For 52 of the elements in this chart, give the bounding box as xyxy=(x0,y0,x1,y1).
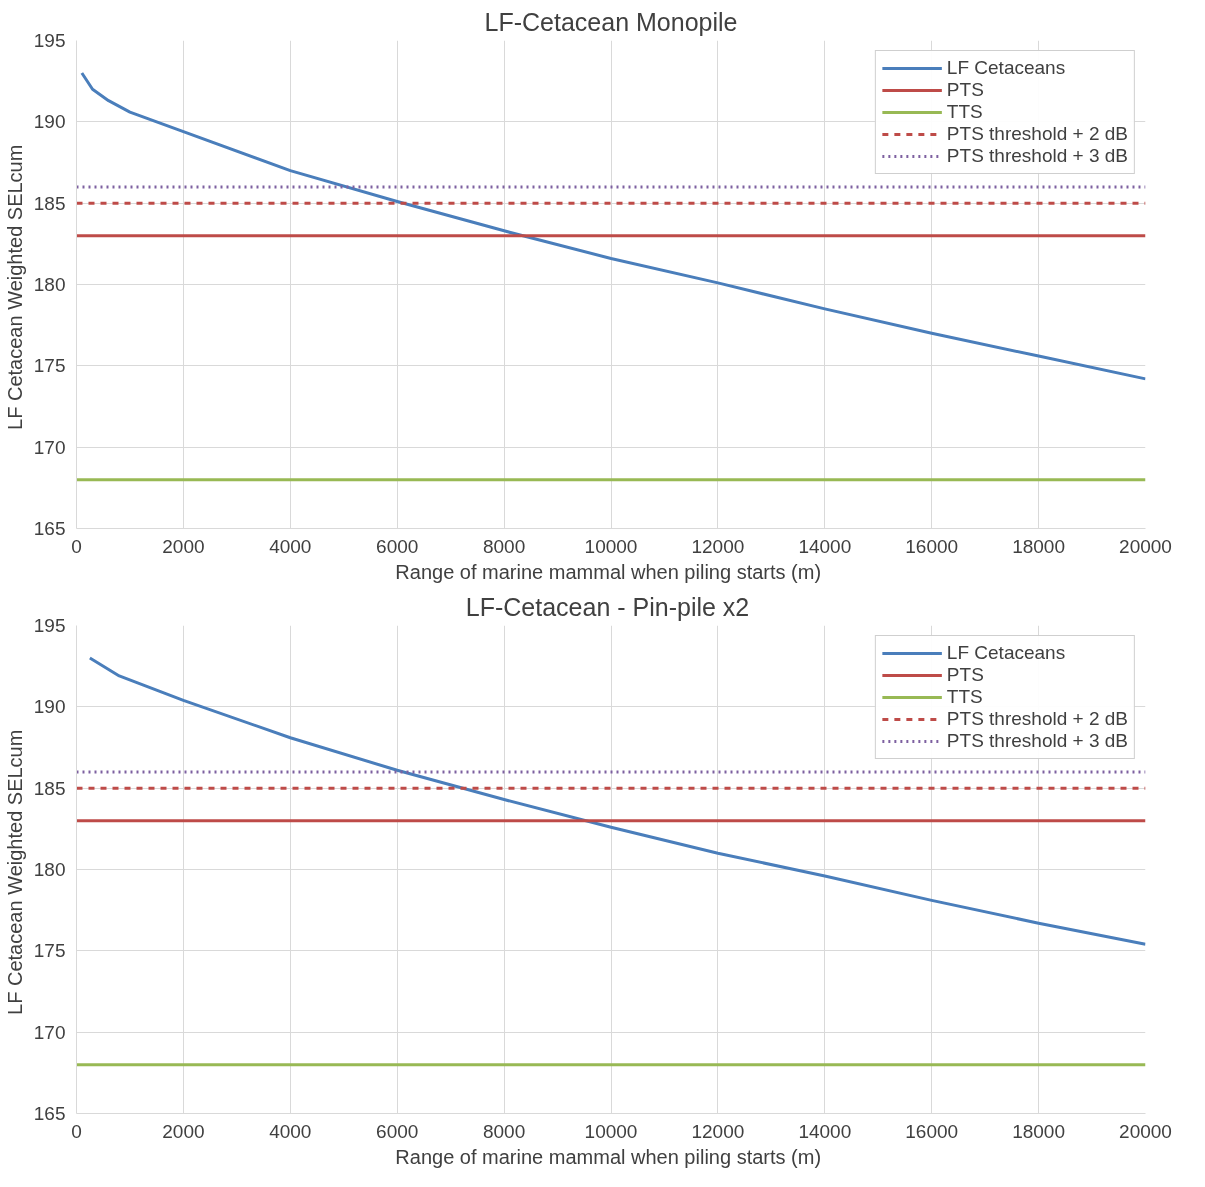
y-tick-label: 175 xyxy=(33,355,66,377)
legend-label: PTS xyxy=(946,664,984,686)
y-tick-label: 185 xyxy=(33,192,66,214)
y-tick-label: 195 xyxy=(33,30,66,51)
y-tick-label: 170 xyxy=(33,436,66,458)
x-tick-label: 20000 xyxy=(1119,1120,1172,1142)
legend-label: PTS threshold + 3 dB xyxy=(946,730,1128,752)
legend-label: LF Cetaceans xyxy=(946,642,1066,664)
y-tick-label: 170 xyxy=(33,1021,66,1043)
legend-label: LF Cetaceans xyxy=(946,57,1066,79)
x-tick-label: 18000 xyxy=(1012,535,1066,557)
legend-label: PTS xyxy=(946,79,984,101)
x-tick-label: 14000 xyxy=(798,1120,852,1142)
x-tick-label: 8000 xyxy=(482,535,526,557)
x-tick-label: 8000 xyxy=(482,1120,526,1142)
x-tick-label: 16000 xyxy=(905,1120,959,1142)
y-tick-label: 175 xyxy=(33,940,66,962)
x-tick-label: 0 xyxy=(71,1120,82,1142)
y-tick-label: 165 xyxy=(33,1103,66,1124)
y-tick-label: 180 xyxy=(33,274,66,295)
x-tick-label: 20000 xyxy=(1119,535,1172,557)
x-axis-title: Range of marine mammal when piling starts (m) xyxy=(395,560,822,583)
y-tick-label: 190 xyxy=(33,111,66,133)
y-axis-title: LF Cetacean Weighted SELcum xyxy=(3,729,26,1015)
x-tick-label: 4000 xyxy=(269,535,312,557)
x-tick-label: 4000 xyxy=(269,1120,312,1142)
x-tick-label: 12000 xyxy=(691,535,745,557)
legend-label: PTS threshold + 2 dB xyxy=(946,123,1128,145)
legend-label: PTS threshold + 3 dB xyxy=(946,145,1128,167)
legend-label: TTS xyxy=(946,686,983,708)
x-tick-label: 6000 xyxy=(376,1120,419,1142)
y-tick-label: 195 xyxy=(33,615,66,636)
x-tick-label: 14000 xyxy=(798,535,852,557)
y-tick-label: 190 xyxy=(33,696,66,718)
x-tick-label: 16000 xyxy=(905,535,959,557)
x-tick-label: 10000 xyxy=(584,535,638,557)
y-tick-label: 185 xyxy=(33,777,66,799)
chart-title: LF-Cetacean Monopile xyxy=(484,7,738,36)
y-tick-label: 180 xyxy=(33,859,66,880)
x-tick-label: 10000 xyxy=(584,1120,638,1142)
x-tick-label: 12000 xyxy=(691,1120,745,1142)
x-tick-label: 6000 xyxy=(376,535,419,557)
x-tick-label: 0 xyxy=(71,535,82,557)
x-tick-label: 2000 xyxy=(162,535,205,557)
x-tick-label: 18000 xyxy=(1012,1120,1066,1142)
y-axis-title: LF Cetacean Weighted SELcum xyxy=(3,144,26,430)
legend-label: PTS threshold + 2 dB xyxy=(946,708,1128,730)
x-tick-label: 2000 xyxy=(162,1120,205,1142)
x-axis-title: Range of marine mammal when piling starts (m) xyxy=(395,1145,822,1168)
chart-title: LF-Cetacean - Pin-pile x2 xyxy=(465,592,750,621)
y-tick-label: 165 xyxy=(33,518,66,539)
legend-label: TTS xyxy=(946,101,983,123)
